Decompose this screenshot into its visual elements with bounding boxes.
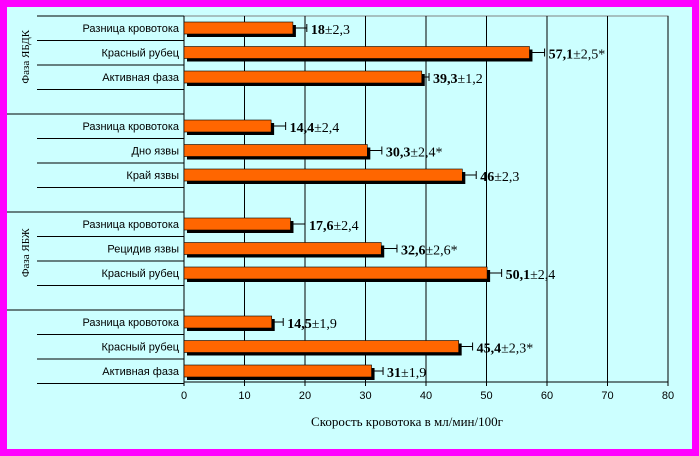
group-label: Фаза ЯБДК (20, 29, 32, 83)
bar (183, 242, 382, 255)
x-tick-label: 80 (662, 390, 674, 402)
bar (183, 21, 294, 35)
data-label: 39,3±1,2 (433, 72, 483, 87)
category-label: Активная фаза (102, 72, 180, 84)
bar (183, 144, 368, 157)
bar (183, 340, 459, 353)
bar (183, 315, 273, 329)
x-tick-label: 10 (238, 390, 250, 402)
x-tick-label: 30 (359, 390, 371, 402)
x-axis-title: Скорость кровотока в мл/мин/100г (311, 414, 503, 429)
bar-chart: 0 10 20 30 40 50 60 70 80 Разница кровотока 18±2,… (7, 15, 674, 429)
data-label: 46±2,3 (480, 170, 519, 185)
x-tick-label: 0 (181, 390, 187, 402)
category-label: Красный рубец (101, 268, 179, 280)
data-label: 30,3±2,4* (386, 146, 443, 161)
x-tick-label: 60 (541, 390, 553, 402)
data-label: 45,4±2,3* (477, 342, 534, 357)
bar (183, 266, 488, 280)
category-label: Красный рубец (101, 342, 179, 354)
category-label: Разница кровотока (82, 121, 179, 133)
category-label: Дно язвы (132, 146, 180, 158)
category-label: Разница кровотока (82, 219, 179, 231)
bar (183, 119, 272, 133)
category-label: Разница кровотока (82, 23, 179, 35)
category-label: Рецидив язвы (107, 244, 179, 256)
x-tick-label: 70 (601, 390, 613, 402)
data-label: 31±1,9 (387, 366, 426, 381)
x-tick-label: 50 (480, 390, 492, 402)
data-label: 17,6±2,4 (309, 219, 359, 234)
data-label: 14,4±2,4 (290, 121, 340, 136)
category-label: Активная фаза (102, 366, 180, 378)
chart-frame: 0 10 20 30 40 50 60 70 80 Разница кровотока 18±2,… (7, 7, 692, 449)
data-label: 57,1±2,5* (549, 48, 606, 63)
bar (183, 70, 423, 84)
category-label: Край язвы (126, 170, 179, 182)
data-label: 18±2,3 (311, 23, 350, 38)
data-label: 32,6±2,6* (401, 244, 458, 259)
category-label: Разница кровотока (82, 317, 179, 329)
x-tick-label: 20 (299, 390, 311, 402)
category-label: Красный рубец (101, 48, 179, 60)
group-label: Фаза ЯБЖ (20, 228, 32, 277)
bar (183, 364, 372, 378)
x-tick-label: 40 (420, 390, 432, 402)
bar (183, 46, 530, 59)
bar (183, 168, 463, 182)
data-label: 50,1±2,4 (506, 268, 556, 283)
bar (183, 217, 291, 231)
data-label: 14,5±1,9 (287, 317, 337, 332)
